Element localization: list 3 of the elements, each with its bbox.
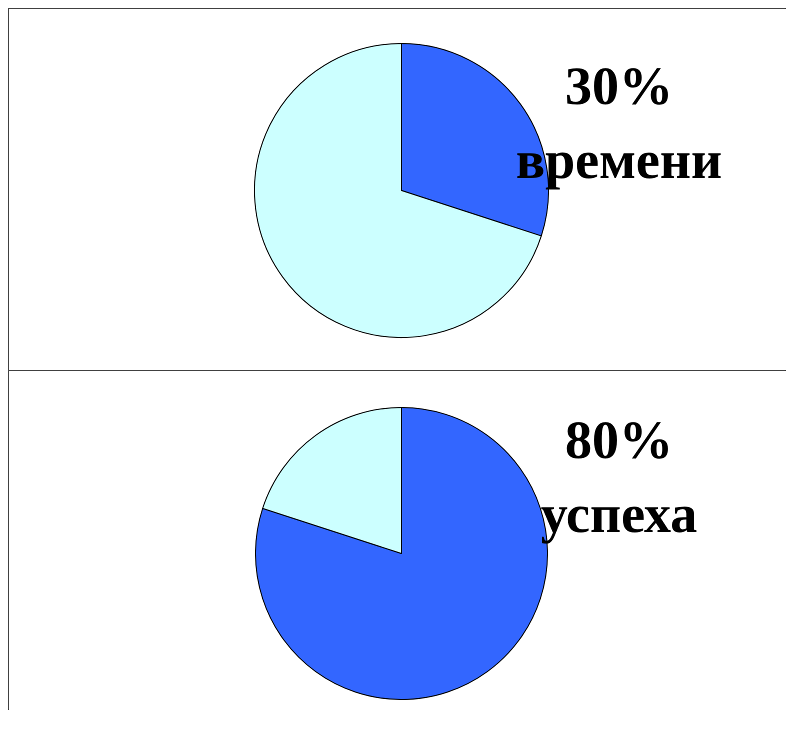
data-label: 30% bbox=[564, 55, 674, 118]
text: успеха bbox=[540, 483, 698, 546]
data-label: 80% bbox=[564, 409, 674, 472]
